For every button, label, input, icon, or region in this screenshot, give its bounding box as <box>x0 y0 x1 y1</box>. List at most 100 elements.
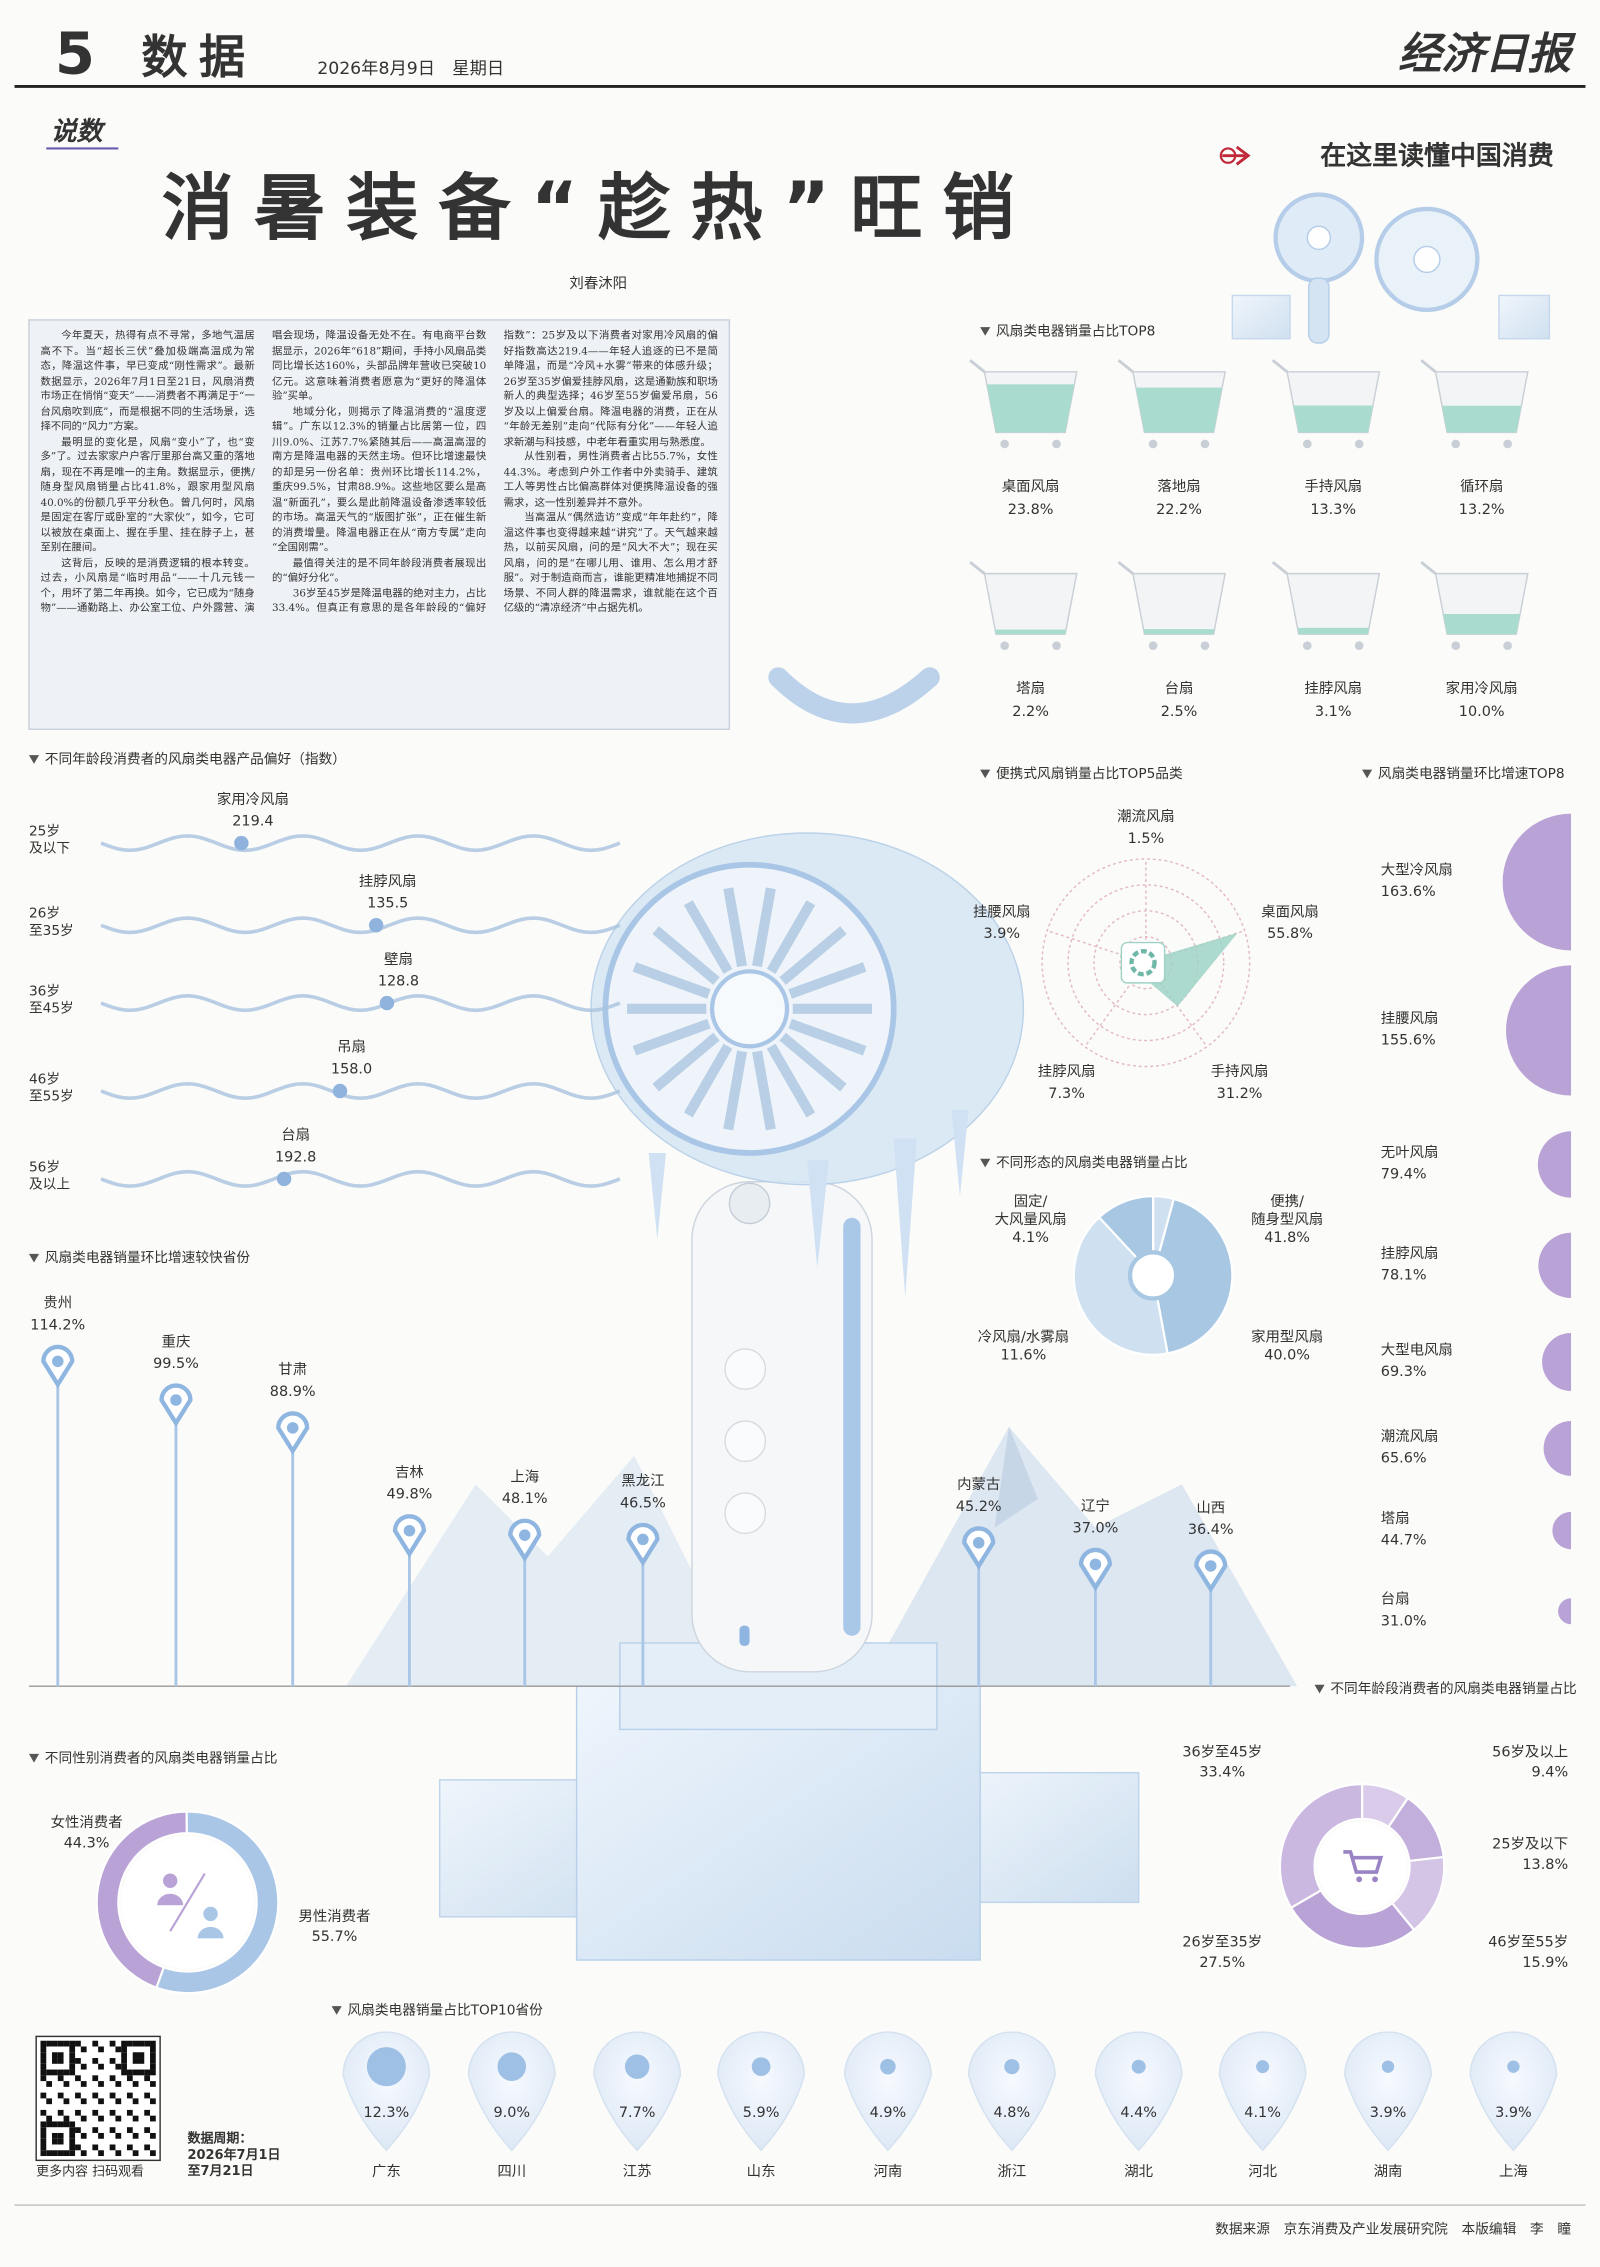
qr-cell <box>52 2150 58 2157</box>
bubble <box>1381 2060 1395 2073</box>
fan-blade <box>652 926 720 985</box>
drop <box>1218 2031 1307 2152</box>
article-paragraph: 36岁至45岁是降温电器的绝对主力，占比33.4%。但真正有意思的是各年龄段的“… <box>272 328 718 615</box>
bubble <box>1538 1232 1572 1299</box>
qr-cell <box>150 2058 156 2064</box>
qr-cell <box>57 2058 64 2064</box>
dot <box>332 1083 348 1099</box>
icicle <box>807 1160 829 1269</box>
qr-cell <box>69 2058 76 2064</box>
category-label: 广东 <box>372 2163 401 2180</box>
text-line: 至35岁 <box>29 923 74 939</box>
category-label: 落地扇 <box>1157 478 1200 495</box>
heading-marker <box>980 327 991 336</box>
qr-cell <box>98 2150 104 2157</box>
badge-text: 在这里读懂中国消费 <box>1320 141 1554 172</box>
value-label: 163.6% <box>1381 884 1436 900</box>
qr-cell <box>46 2121 53 2128</box>
chart-title: 不同年龄段消费者的风扇类电器产品偏好（指数） <box>45 752 346 768</box>
qr-cell <box>121 2046 127 2053</box>
qr-cell <box>150 2115 156 2122</box>
drop <box>967 2031 1056 2152</box>
drop <box>342 2031 431 2152</box>
cart-wheel <box>1503 641 1512 650</box>
qr-cell <box>52 2040 58 2047</box>
drop <box>1344 2031 1432 2152</box>
value-label: 4.8% <box>994 2105 1031 2121</box>
cart-wheel <box>1451 641 1461 650</box>
article-paragraph: 地域分化，则揭示了降温消费的“温度逻辑”。广东以12.3%的销量占比居第一位，四… <box>272 404 487 554</box>
value-label: 5.9% <box>743 2105 780 2121</box>
qr-cell <box>115 2063 122 2070</box>
qr-cell <box>144 2040 151 2047</box>
value-label: 192.8 <box>275 1149 316 1165</box>
qr-cell <box>69 2063 76 2070</box>
value-label: 2.5% <box>1161 704 1198 720</box>
qr-cell <box>40 2109 47 2116</box>
qr-cell <box>80 2046 87 2053</box>
pin-center <box>170 1394 182 1406</box>
qr-cell <box>69 2040 76 2047</box>
category-label: 塔扇 <box>1016 680 1045 697</box>
value-label: 9.4% <box>1532 1765 1569 1781</box>
cart-basket <box>1286 572 1381 635</box>
pie-slice <box>1151 1197 1234 1355</box>
text-line: 及以下 <box>29 841 70 857</box>
badge-dot <box>1219 147 1237 164</box>
value-label: 69.3% <box>1381 1364 1427 1380</box>
qr-cell <box>132 2150 139 2157</box>
qr-cell <box>57 2075 64 2082</box>
wave <box>100 1169 621 1188</box>
heading-marker <box>28 755 40 764</box>
qr-cell <box>80 2081 87 2087</box>
qr-cell <box>57 2092 64 2099</box>
qr-cell <box>150 2098 156 2105</box>
category-label: 大型电风扇 <box>1381 1341 1453 1358</box>
category-label: 上海 <box>1499 2163 1528 2180</box>
bubble <box>880 2058 896 2075</box>
qr-cell <box>40 2069 47 2076</box>
byline: 刘春沐阳 <box>569 275 627 292</box>
value-label: 78.1% <box>1381 1267 1427 1283</box>
wave <box>100 916 621 935</box>
qr-cell <box>80 2115 87 2122</box>
category-label: 山东 <box>747 2163 776 2180</box>
value-label: 36.4% <box>1188 1522 1234 1538</box>
gender-icon <box>157 1893 184 1906</box>
bubble <box>1558 1598 1572 1625</box>
drop <box>717 2031 806 2152</box>
pin-center <box>972 1537 985 1549</box>
value-label: 44.3% <box>64 1835 110 1851</box>
cart-fill <box>1442 405 1522 433</box>
value-label: 46.5% <box>620 1495 666 1511</box>
category-label: 挂腰风扇 <box>1381 1010 1439 1027</box>
fan-blade <box>788 962 867 999</box>
bubble <box>497 2052 527 2081</box>
qr-cell <box>144 2069 151 2076</box>
qr-cell <box>150 2052 156 2059</box>
qr-cell <box>69 2046 76 2053</box>
qr-cell <box>98 2115 104 2122</box>
donut-slice <box>1278 1783 1364 1910</box>
qr-cell <box>138 2052 145 2059</box>
cart-wheel <box>1354 439 1364 449</box>
cart-wheel <box>1000 439 1009 449</box>
chart-title: 便携式风扇销量占比TOP5品类 <box>996 766 1183 782</box>
fan-strip <box>843 1217 861 1636</box>
category-label: 重庆 <box>162 1333 191 1350</box>
credits: 数据来源 京东消费及产业发展研究院 本版编辑 李 瞳 <box>1215 2221 1571 2238</box>
fan-button <box>724 1492 767 1535</box>
heading-marker <box>331 2006 342 2015</box>
fan-hub <box>709 969 790 1049</box>
pin-center <box>286 1422 299 1434</box>
category-label: 潮流风扇 <box>1117 808 1175 825</box>
article-box <box>28 319 731 730</box>
category-label: 25岁及以下 <box>1492 1836 1568 1853</box>
qr-cell <box>52 2058 58 2064</box>
bubble <box>1004 2059 1020 2075</box>
fan-blade <box>779 926 847 985</box>
cart-wheel <box>1148 439 1158 449</box>
qr-cell <box>109 2092 116 2099</box>
qr-cell <box>69 2132 76 2139</box>
category-label: 手持风扇 <box>1304 478 1362 495</box>
